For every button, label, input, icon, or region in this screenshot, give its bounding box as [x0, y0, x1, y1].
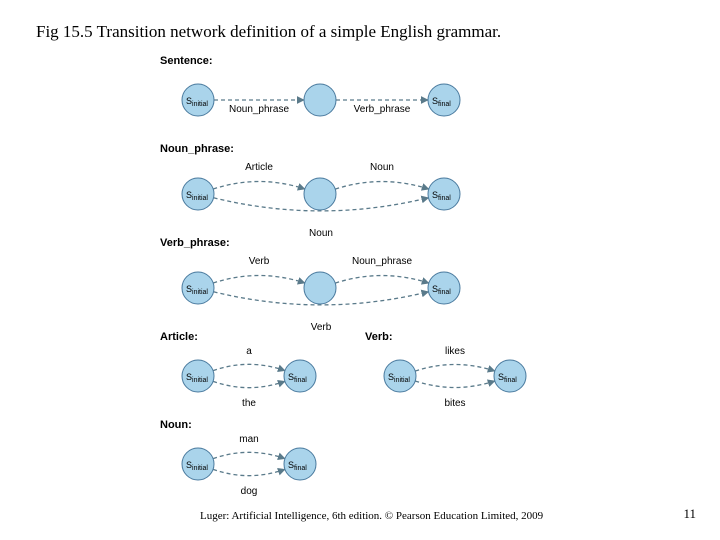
edge — [213, 182, 305, 190]
edge-label: likes — [445, 346, 465, 357]
section-label: Verb: — [365, 331, 393, 343]
state-node — [304, 272, 336, 304]
state-node — [304, 178, 336, 210]
edge-label: dog — [241, 486, 258, 497]
state-node: Sinitial — [384, 360, 416, 392]
section-label: Article: — [160, 331, 198, 343]
edge — [415, 381, 495, 388]
edge — [415, 365, 495, 372]
edge-label: Noun_phrase — [229, 104, 289, 115]
state-node: Sfinal — [494, 360, 526, 392]
edge-label: man — [239, 434, 258, 445]
edge-label: Noun — [370, 162, 394, 173]
edge-label: the — [242, 398, 256, 409]
section-label: Noun: — [160, 419, 192, 431]
edge-label: a — [246, 346, 252, 357]
edge — [335, 276, 429, 284]
edge — [213, 452, 285, 458]
edge-label: Noun — [309, 228, 333, 239]
state-node: Sfinal — [428, 272, 460, 304]
edge — [335, 182, 429, 190]
transition-network-diagram: Sentence: Noun_phrase: Verb_phrase: Article… — [150, 50, 580, 498]
state-node: Sinitial — [182, 178, 214, 210]
edge-label: Verb — [311, 322, 332, 333]
state-node: Sinitial — [182, 272, 214, 304]
edge-label: Verb_phrase — [354, 104, 411, 115]
section-label: Sentence: — [160, 55, 213, 67]
state-node: Sinitial — [182, 360, 214, 392]
section-label: Verb_phrase: — [160, 237, 230, 249]
edge-label: Verb — [249, 256, 270, 267]
state-node: Sfinal — [284, 448, 316, 480]
footer-citation: Luger: Artificial Intelligence, 6th edit… — [200, 510, 543, 522]
edge — [213, 364, 285, 370]
edge-label: bites — [444, 398, 465, 409]
state-node: Sfinal — [428, 84, 460, 116]
edge — [213, 469, 285, 475]
state-node: Sinitial — [182, 84, 214, 116]
edge-label: Article — [245, 162, 273, 173]
state-node: Sinitial — [182, 448, 214, 480]
state-node — [304, 84, 336, 116]
state-node: Sfinal — [284, 360, 316, 392]
section-label: Noun_phrase: — [160, 143, 234, 155]
edge-label: Noun_phrase — [352, 256, 412, 267]
figure-title: Fig 15.5 Transition network definition o… — [36, 22, 501, 42]
edge — [213, 381, 285, 387]
page-number: 11 — [683, 506, 696, 522]
edge — [213, 276, 305, 284]
state-node: Sfinal — [428, 178, 460, 210]
